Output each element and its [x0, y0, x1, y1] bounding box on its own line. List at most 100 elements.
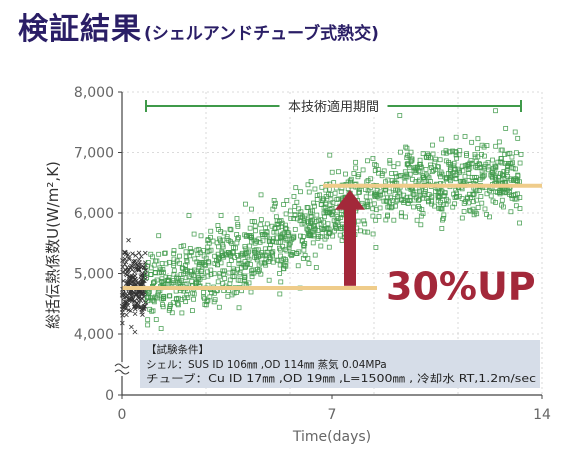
point-square — [498, 147, 504, 153]
point-square — [280, 266, 286, 272]
point-square — [216, 254, 221, 260]
point-square — [151, 280, 157, 286]
point-square — [504, 168, 510, 173]
point-square — [411, 204, 416, 210]
point-x — [126, 255, 132, 260]
point-x — [126, 237, 131, 243]
point-square — [205, 269, 210, 275]
point-square — [278, 234, 283, 240]
point-square — [187, 253, 193, 259]
point-square — [386, 204, 392, 210]
point-square — [402, 169, 408, 175]
point-square — [161, 295, 167, 301]
point-square — [353, 159, 359, 165]
point-x — [120, 264, 125, 270]
point-x — [127, 265, 133, 270]
point-x — [125, 279, 130, 285]
point-square — [395, 194, 401, 199]
point-square — [399, 210, 404, 216]
point-square — [201, 253, 207, 259]
point-square — [348, 176, 354, 182]
point-square — [365, 188, 371, 194]
point-square — [452, 149, 458, 154]
point-square — [278, 218, 284, 223]
point-square — [399, 197, 405, 203]
point-square — [301, 218, 307, 224]
x-tick-label: 0 — [118, 407, 127, 423]
point-square — [433, 156, 439, 162]
point-square — [402, 179, 408, 185]
point-square — [205, 237, 211, 242]
point-square — [404, 171, 410, 177]
y-tick-label: 8,000 — [74, 85, 114, 101]
point-square — [453, 176, 459, 182]
point-square — [373, 163, 379, 169]
point-x — [130, 264, 135, 269]
point-square — [404, 145, 410, 151]
point-square — [440, 217, 445, 223]
point-square — [364, 179, 370, 185]
point-square — [417, 205, 422, 211]
point-square — [428, 179, 433, 184]
point-square — [235, 223, 241, 229]
point-square — [258, 222, 264, 228]
arrow-shaft — [344, 207, 356, 286]
point-square — [288, 216, 294, 221]
point-square — [328, 197, 334, 203]
point-square — [438, 169, 444, 175]
point-x — [136, 291, 142, 296]
point-square — [292, 212, 298, 218]
point-square — [468, 158, 474, 164]
point-x — [140, 312, 145, 317]
point-square — [490, 175, 495, 181]
point-square — [414, 217, 420, 223]
point-square — [383, 217, 389, 223]
point-square — [411, 192, 417, 197]
page-title: 検証結果 (シェルアンドチューブ式熱交) — [18, 4, 379, 48]
point-square — [252, 219, 257, 225]
point-square — [310, 240, 316, 246]
point-square — [215, 262, 221, 268]
point-square — [163, 274, 169, 280]
point-square — [484, 212, 489, 217]
point-square — [179, 278, 184, 284]
point-square — [218, 213, 224, 218]
point-square — [171, 268, 177, 274]
point-square — [292, 204, 298, 210]
point-square — [412, 165, 418, 171]
point-square — [404, 174, 410, 180]
point-square — [418, 222, 424, 228]
point-square — [403, 144, 409, 150]
point-x — [123, 299, 129, 305]
point-x — [140, 281, 145, 286]
point-square — [251, 248, 257, 253]
point-square — [171, 251, 177, 257]
point-square — [166, 259, 172, 265]
point-square — [304, 226, 310, 232]
point-x — [126, 256, 132, 262]
point-square — [150, 254, 155, 260]
point-square — [512, 196, 518, 202]
point-square — [470, 192, 476, 198]
point-square — [478, 194, 484, 199]
point-square — [215, 223, 221, 228]
point-square — [208, 228, 214, 234]
point-square — [372, 161, 378, 167]
x-tick-label: 7 — [328, 407, 337, 423]
point-square — [277, 262, 283, 268]
point-square — [338, 189, 344, 195]
point-x — [136, 250, 142, 256]
point-square — [335, 196, 341, 202]
point-x — [126, 291, 132, 296]
point-square — [152, 279, 158, 285]
point-x — [140, 280, 145, 285]
point-square — [337, 232, 343, 238]
point-square — [487, 214, 492, 220]
point-square — [319, 225, 324, 231]
point-x — [129, 275, 135, 280]
point-x — [130, 296, 136, 302]
point-square — [365, 158, 370, 164]
point-x — [141, 306, 147, 312]
point-square — [343, 171, 348, 177]
point-square — [326, 231, 332, 237]
